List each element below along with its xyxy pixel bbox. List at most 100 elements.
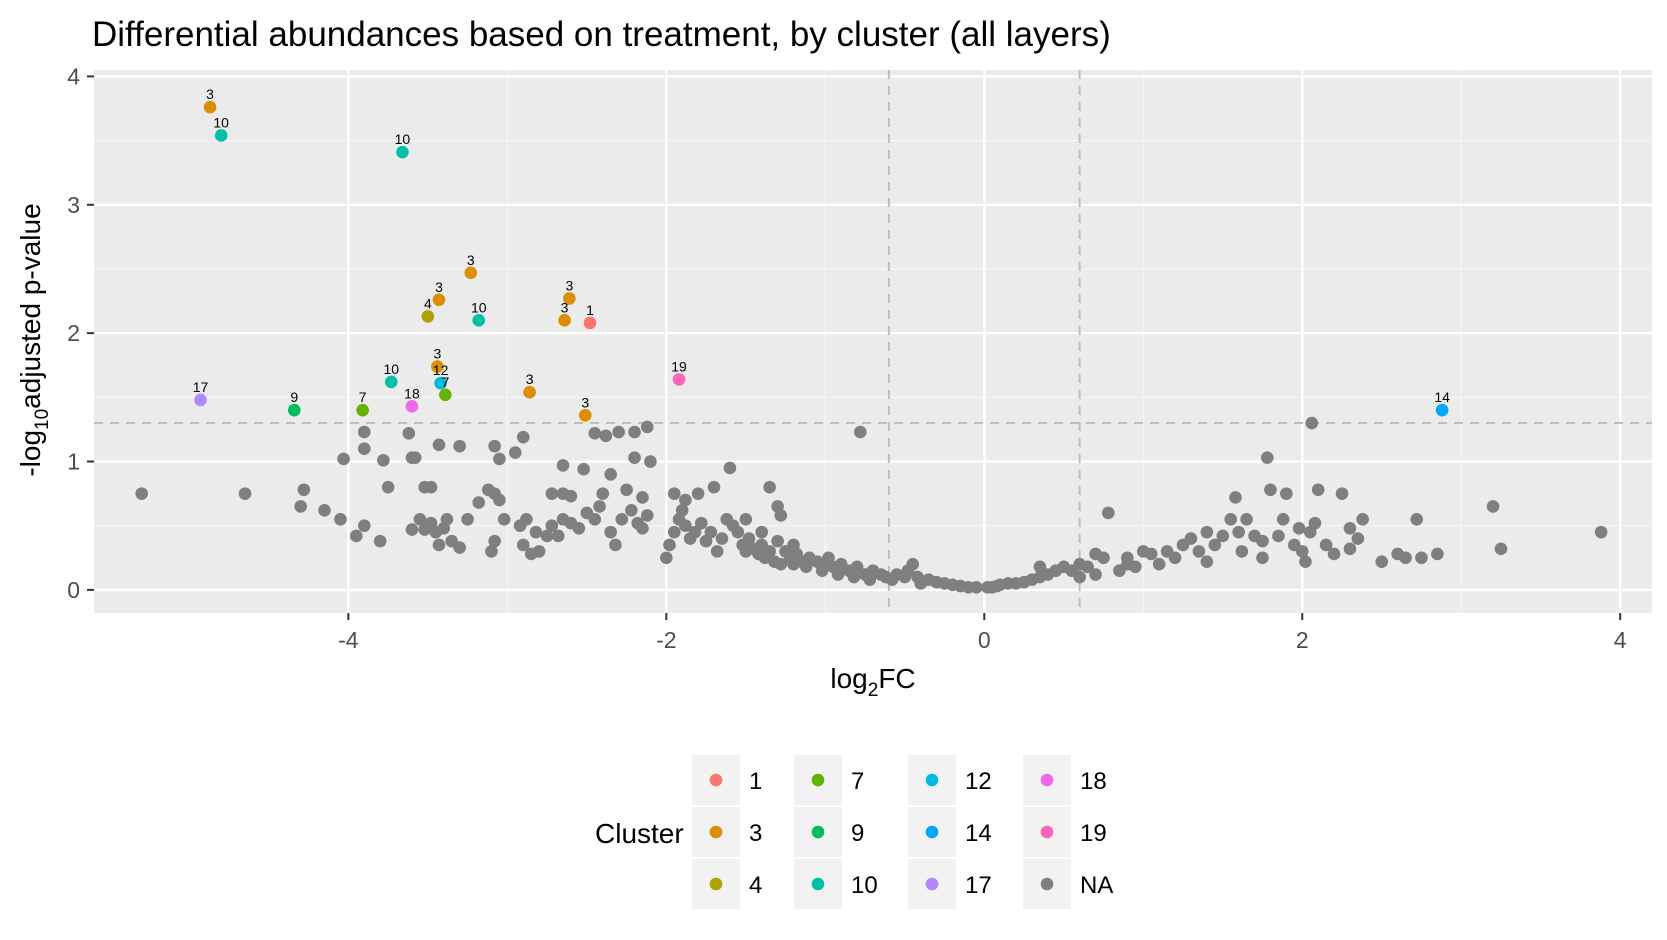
point-label: 3 [561, 299, 569, 315]
data-point-na [1276, 512, 1290, 526]
data-point-na [853, 425, 867, 439]
data-point-na [755, 525, 769, 539]
legend-label: 9 [851, 820, 864, 847]
data-point-na [572, 521, 586, 535]
legend-key-dot [1040, 825, 1054, 839]
data-point-na [1224, 512, 1238, 526]
legend-key-dot [709, 773, 723, 787]
data-point-cluster-3 [563, 292, 576, 305]
legend-key-dot [1040, 877, 1054, 891]
point-label: 3 [565, 277, 573, 293]
data-point-na [551, 529, 565, 543]
y-tick-label: 4 [67, 63, 80, 89]
legend-label: 18 [1080, 768, 1107, 795]
data-point-na [620, 483, 633, 497]
data-point-na [532, 545, 546, 558]
data-point-na [1101, 506, 1115, 520]
y-axis-title: -log10adjusted p-value [15, 203, 53, 476]
data-point-na [1308, 516, 1322, 530]
data-point-na [660, 551, 673, 565]
data-point-na [640, 509, 654, 522]
data-point-cluster-3 [203, 100, 217, 114]
significant-points [194, 100, 1449, 422]
data-point-na [1160, 545, 1174, 558]
data-point-cluster-9 [288, 403, 301, 417]
data-point-na [556, 459, 570, 472]
data-point-na [545, 487, 559, 500]
data-point-na [628, 425, 641, 439]
data-point-na [1256, 534, 1269, 548]
data-point-na [1089, 568, 1102, 581]
data-point-na [440, 512, 454, 526]
data-point-na [1343, 521, 1357, 535]
x-axis-title: log2FC [830, 663, 915, 701]
data-point-na [1073, 570, 1086, 584]
data-point-na [1594, 525, 1608, 539]
data-point-na [731, 525, 745, 539]
data-point-na [593, 500, 606, 513]
data-point-na [774, 557, 788, 571]
data-point-na [1351, 532, 1365, 545]
data-point-na [1235, 545, 1249, 558]
data-point-na [545, 519, 559, 533]
data-point-na [402, 426, 416, 440]
point-label: 18 [404, 385, 420, 401]
legend-label: 17 [965, 872, 992, 899]
data-point-na [318, 504, 331, 517]
point-label: 3 [206, 86, 214, 102]
data-point-na [625, 504, 638, 517]
data-point-na [1129, 560, 1142, 574]
data-point-na [695, 516, 708, 530]
legend-label: 12 [965, 768, 992, 795]
data-point-na [1260, 451, 1274, 464]
x-tick-label: 4 [1614, 627, 1627, 653]
data-point-na [508, 446, 522, 459]
data-point-na [675, 504, 689, 517]
data-point-na [850, 560, 864, 574]
data-point-cluster-7 [439, 388, 452, 402]
data-point-cluster-12 [434, 376, 447, 390]
point-label: 19 [671, 358, 687, 374]
data-point-na [1200, 525, 1214, 539]
data-point-na [763, 545, 776, 558]
data-point-cluster-17 [194, 393, 207, 407]
legend-key-dot [925, 773, 939, 787]
data-point-na [1319, 538, 1333, 552]
y-tick-label: 0 [67, 577, 80, 603]
point-label: 3 [435, 279, 443, 295]
legend-key-dot [811, 825, 825, 839]
legend-label: 10 [851, 872, 878, 899]
data-point-na [1081, 560, 1094, 574]
data-point-na [636, 491, 649, 504]
data-point-cluster-3 [464, 266, 478, 280]
data-point-na [667, 525, 681, 539]
legend-key-dot [1040, 773, 1054, 787]
point-label: 10 [213, 114, 229, 130]
point-label: 14 [1434, 389, 1450, 405]
data-point-na [707, 480, 721, 494]
data-point-na [540, 529, 554, 543]
data-point-na [408, 451, 422, 464]
data-point-na [636, 521, 649, 535]
data-point-na [742, 532, 756, 545]
data-point-na [350, 529, 363, 543]
data-point-cluster-1 [583, 316, 597, 330]
y-tick-label: 2 [67, 320, 80, 346]
data-point-na [609, 538, 622, 552]
data-point-na [564, 489, 578, 503]
data-point-na [787, 538, 800, 552]
data-point-na [628, 451, 641, 464]
data-point-na [970, 581, 983, 594]
data-point-cluster-3 [578, 409, 592, 422]
data-point-na [493, 452, 506, 466]
point-label: 10 [395, 131, 411, 147]
data-point-na [604, 525, 617, 539]
data-point-cluster-7 [356, 403, 369, 417]
data-point-na [497, 512, 511, 526]
data-point-cluster-10 [214, 129, 228, 142]
data-point-na [1375, 555, 1389, 568]
x-tick-label: -2 [656, 627, 676, 653]
data-point-na [1486, 500, 1500, 513]
data-point-na [1327, 547, 1341, 561]
